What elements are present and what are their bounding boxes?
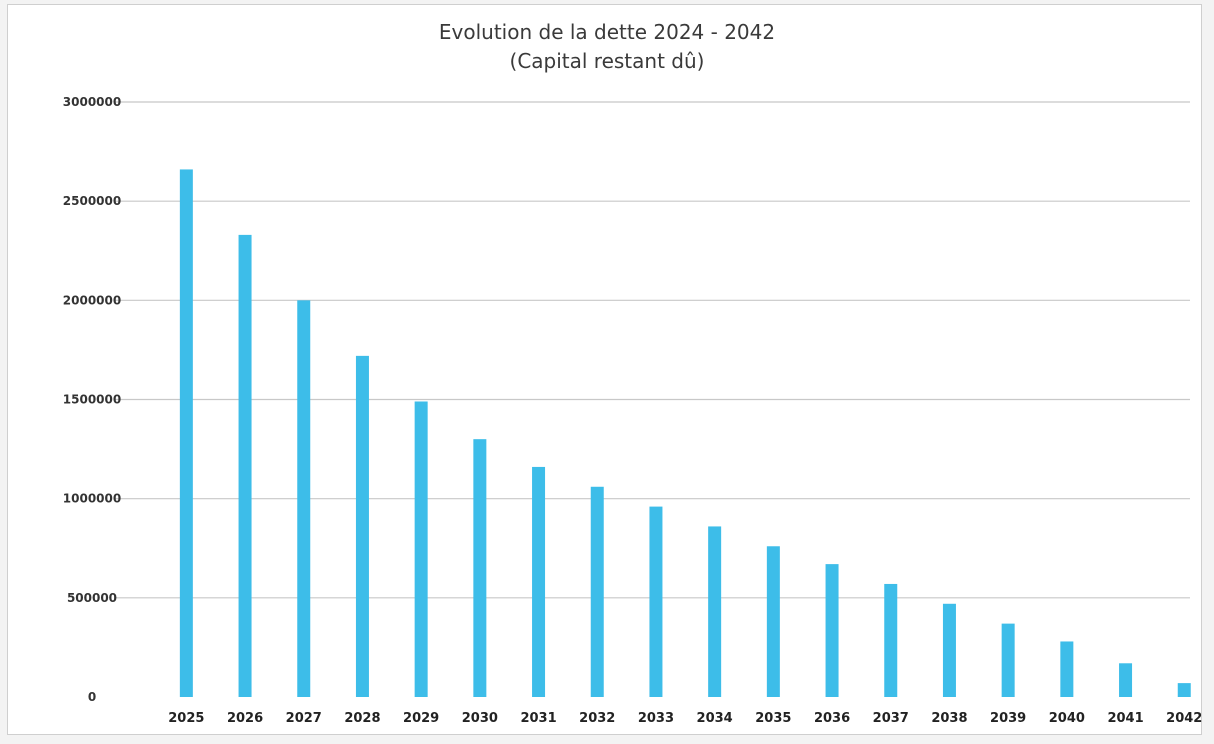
x-tick-label: 2035 [755,711,791,726]
y-tick-label: 1000000 [63,492,121,506]
x-tick-label: 2028 [344,711,380,726]
y-tick-label: 2500000 [63,194,121,208]
x-axis-ticks: 2025 2026 2027 2028 2029 2030 2031 2032 2033 2034… [168,711,1202,726]
x-tick-label: 2029 [403,711,439,726]
y-axis-ticks: 0 500000 1000000 1500000 2000000 2500000 30000… [63,95,121,704]
x-tick-label: 2031 [520,711,556,726]
x-tick-label: 2033 [638,711,674,726]
y-tick-label: 500000 [67,591,117,605]
bar-2025 [179,169,193,697]
bar-2041 [1119,663,1133,697]
y-tick-label: 3000000 [63,95,121,109]
y-tick-label: 0 [88,690,96,704]
bar-2031 [532,466,546,697]
x-tick-label: 2036 [814,711,850,726]
bar-2026 [238,234,252,697]
y-tick-label: 2000000 [63,293,121,307]
bar-2034 [708,526,722,697]
bar-2042 [1177,683,1191,697]
x-tick-label: 2025 [168,711,204,726]
bar-2035 [766,546,780,697]
x-tick-label: 2041 [1107,711,1143,726]
bars [179,169,1191,697]
x-tick-label: 2038 [931,711,967,726]
x-tick-label: 2034 [697,711,733,726]
bar-2027 [297,300,311,697]
x-tick-label: 2039 [990,711,1026,726]
x-tick-label: 2037 [873,711,909,726]
x-tick-label: 2027 [286,711,322,726]
bar-2037 [884,583,898,697]
x-tick-label: 2032 [579,711,615,726]
gridlines [115,101,1190,599]
bar-2040 [1060,641,1074,697]
x-tick-label: 2030 [462,711,498,726]
bar-2036 [825,564,839,697]
x-tick-label: 2040 [1049,711,1085,726]
chart-subtitle: (Capital restant dû) [509,49,705,73]
x-tick-label: 2042 [1166,711,1202,726]
bar-2038 [942,603,956,697]
chart-title-block: Evolution de la dette 2024 - 2042 (Capit… [0,18,1214,76]
bar-2028 [355,355,369,697]
bar-2032 [590,486,604,697]
y-tick-label: 1500000 [63,393,121,407]
bar-2033 [649,506,663,697]
x-tick-label: 2026 [227,711,263,726]
bar-2029 [414,401,428,697]
bar-2030 [473,439,487,697]
bar-2039 [1001,623,1015,697]
chart-title: Evolution de la dette 2024 - 2042 [438,20,776,44]
chart-frame [7,4,1202,735]
